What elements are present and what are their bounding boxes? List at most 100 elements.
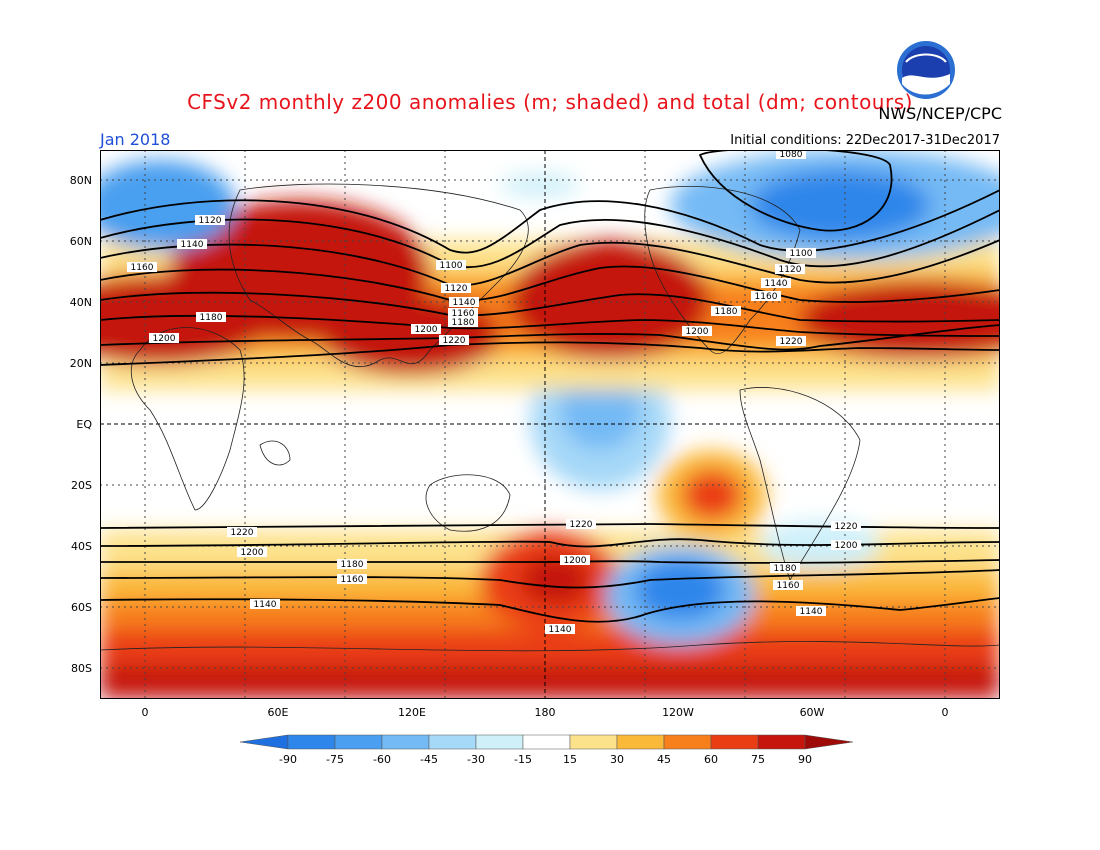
lat-label: 60N (69, 235, 92, 248)
contour-label: 1200 (237, 547, 267, 558)
svg-text:1140: 1140 (800, 607, 823, 617)
colorbar-cell (522, 734, 571, 750)
contour-label: 1120 (775, 264, 805, 275)
colorbar-cell (475, 734, 524, 750)
svg-text:1120: 1120 (779, 265, 802, 275)
contour-label: 1220 (566, 519, 596, 530)
contour-label: 1180 (337, 559, 367, 570)
contour-label: 1100 (786, 248, 816, 259)
colorbar-cell (663, 734, 712, 750)
contour-label: 1200 (560, 555, 590, 566)
forecast-month: Jan 2018 (100, 130, 171, 149)
svg-text:1220: 1220 (570, 520, 593, 530)
lat-label: EQ (76, 418, 92, 431)
colorbar-tick-label: 75 (751, 753, 765, 766)
colorbar-cell (757, 734, 806, 750)
svg-text:1200: 1200 (686, 327, 709, 337)
svg-text:1220: 1220 (835, 522, 858, 532)
contour-label: 1160 (127, 262, 157, 273)
lat-label: 80N (69, 174, 92, 187)
lat-label: 20S (71, 479, 92, 492)
lat-label: 60S (71, 601, 92, 614)
colorbar-tick-label: 30 (610, 753, 624, 766)
colorbar-cell (569, 734, 618, 750)
colorbar-cell (428, 734, 477, 750)
noaa-logo-icon (897, 41, 955, 99)
svg-text:1180: 1180 (200, 313, 223, 323)
lat-label: 20N (69, 357, 92, 370)
initial-conditions: Initial conditions: 22Dec2017-31Dec2017 (730, 133, 1000, 148)
contour-label: 1220 (831, 521, 861, 532)
lon-label: 0 (141, 706, 149, 719)
svg-text:1160: 1160 (341, 575, 364, 585)
colorbar-cell (381, 734, 430, 750)
lon-label: 120E (398, 706, 426, 719)
colorbar-cell (287, 734, 336, 750)
svg-text:1180: 1180 (341, 560, 364, 570)
svg-text:1140: 1140 (549, 625, 572, 635)
contour-label: 1160 (773, 580, 803, 591)
svg-text:1140: 1140 (765, 279, 788, 289)
lon-label: 60W (799, 706, 825, 719)
contour-label: 1180 (196, 312, 226, 323)
svg-text:1100: 1100 (790, 249, 813, 259)
colorbar-cell (804, 734, 854, 750)
colorbar-cell (616, 734, 665, 750)
svg-text:1220: 1220 (780, 337, 803, 347)
svg-text:1160: 1160 (755, 292, 778, 302)
colorbar-tick-label: -60 (373, 753, 391, 766)
svg-text:1180: 1180 (452, 318, 475, 328)
contour-label: 1200 (831, 540, 861, 551)
agency-label: NWS/NCEP/CPC (878, 104, 1002, 123)
svg-text:1100: 1100 (440, 261, 463, 271)
lon-label: 180 (534, 706, 556, 719)
chart-title: CFSv2 monthly z200 anomalies (m; shaded)… (187, 90, 913, 114)
colorbar-tick-label: -90 (279, 753, 297, 766)
svg-text:1200: 1200 (153, 334, 176, 344)
lon-label: 0 (941, 706, 949, 719)
anomaly-map: 1080 1100 1100 1120 1120 1120 1140 1140 … (100, 150, 1000, 699)
contour-label: 1120 (441, 283, 471, 294)
contour-label: 1100 (436, 260, 466, 271)
contour-label: 1140 (177, 239, 207, 250)
contour-label: 1180 (770, 563, 800, 574)
svg-text:1160: 1160 (777, 581, 800, 591)
colorbar-tick-label: -75 (326, 753, 344, 766)
contour-label: 1140 (545, 624, 575, 635)
svg-text:1140: 1140 (181, 240, 204, 250)
svg-text:1220: 1220 (231, 528, 254, 538)
svg-text:1120: 1120 (445, 284, 468, 294)
contour-label: 1140 (449, 297, 479, 308)
colorbar-tick-label: -30 (467, 753, 485, 766)
contour-label: 1160 (337, 574, 367, 585)
lon-label: 120W (662, 706, 694, 719)
svg-text:1080: 1080 (780, 150, 803, 160)
colorbar-cell (240, 734, 289, 750)
lon-label: 60E (267, 706, 289, 719)
contour-label: 1200 (682, 326, 712, 337)
colorbar-tick-label: 45 (657, 753, 671, 766)
contour-label: 1140 (250, 599, 280, 610)
lat-label: 80S (71, 662, 92, 675)
colorbar-tick-label: 60 (704, 753, 718, 766)
contour-label: 1180 (711, 306, 741, 317)
contour-label: 1220 (439, 335, 469, 346)
svg-text:1160: 1160 (452, 309, 475, 319)
contour-label: 1180 (448, 317, 478, 328)
svg-text:1220: 1220 (443, 336, 466, 346)
map-frame (100, 150, 1000, 699)
svg-text:1180: 1180 (715, 307, 738, 317)
colorbar-tick-label: 90 (798, 753, 812, 766)
svg-text:1140: 1140 (453, 298, 476, 308)
contour-label: 1160 (448, 308, 478, 319)
svg-text:1200: 1200 (564, 556, 587, 566)
svg-text:1200: 1200 (241, 548, 264, 558)
contour-label: 1080 (776, 150, 806, 160)
lat-label: 40N (69, 296, 92, 309)
contour-label: 1200 (411, 324, 441, 335)
svg-text:1140: 1140 (254, 600, 277, 610)
contour-label: 1220 (227, 527, 257, 538)
colorbar-tick-label: -45 (420, 753, 438, 766)
lat-label: 40S (71, 540, 92, 553)
contour-label: 1220 (776, 336, 806, 347)
